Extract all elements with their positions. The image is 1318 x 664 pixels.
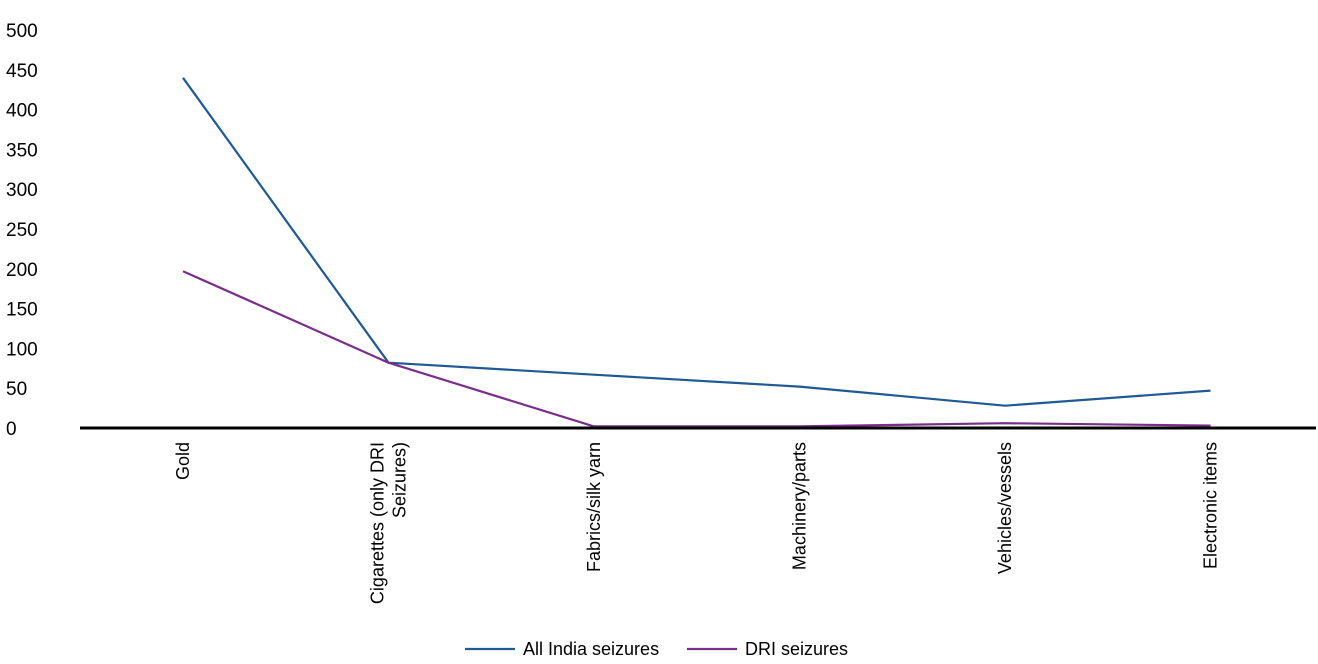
x-category-label-line: Machinery/parts: [790, 442, 810, 570]
x-category-label-line: Seizures): [390, 442, 410, 518]
y-tick-label: 150: [6, 300, 38, 321]
legend-label: DRI seizures: [745, 639, 848, 659]
x-category-label-line: Cigarettes (only DRI: [368, 442, 388, 604]
x-category-label: Machinery/parts: [790, 442, 810, 570]
legend-item: All India seizures: [465, 639, 659, 659]
y-tick-label: 250: [6, 220, 38, 241]
x-category-label-line: Fabrics/silk yarn: [584, 442, 604, 572]
x-category-label: Cigarettes (only DRI Seizures): [368, 442, 410, 604]
y-tick-label: 450: [6, 61, 38, 82]
series-lines: [182, 77, 1211, 428]
x-category-label-line: Electronic items: [1201, 442, 1221, 569]
y-tick-label: 50: [6, 379, 27, 400]
y-tick-label: 400: [6, 101, 38, 122]
y-axis-ticks: 0 50 100 150 200 250 300 350 400 450 500: [6, 21, 38, 440]
y-tick-label: 0: [6, 419, 17, 440]
x-category-label: Vehicles/vessels: [995, 442, 1015, 574]
series-line-1: [182, 77, 1211, 407]
legend-label: All India seizures: [523, 639, 659, 659]
y-tick-label: 200: [6, 260, 38, 281]
x-category-label: Fabrics/silk yarn: [584, 442, 604, 572]
series-line-2: [182, 270, 1211, 428]
x-category-label-line: Gold: [173, 442, 193, 480]
x-category-label: Electronic items: [1201, 442, 1221, 569]
x-category-label: Gold: [173, 442, 193, 480]
legend-item: DRI seizures: [687, 639, 848, 659]
x-category-label-line: Vehicles/vessels: [995, 442, 1015, 574]
legend: All India seizures DRI seizures: [465, 639, 848, 659]
y-tick-label: 300: [6, 180, 38, 201]
y-tick-label: 350: [6, 140, 38, 161]
x-axis-category-labels: Gold Cigarettes (only DRI Seizures) Fabrics…: [173, 442, 1221, 604]
y-tick-label: 100: [6, 339, 38, 360]
y-tick-label: 500: [6, 21, 38, 42]
